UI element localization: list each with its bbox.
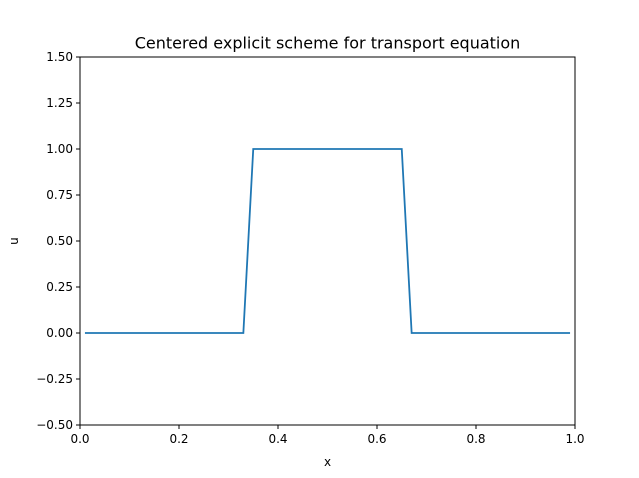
chart-title: Centered explicit scheme for transport e… bbox=[135, 34, 521, 53]
y-tick-label: 1.25 bbox=[46, 96, 73, 110]
y-tick-label: 0.50 bbox=[46, 234, 73, 248]
x-tick-label: 1.0 bbox=[565, 432, 584, 446]
y-tick-label: 1.50 bbox=[46, 50, 73, 64]
x-axis: 0.0 0.2 0.4 0.6 0.8 1.0 bbox=[70, 425, 585, 446]
x-axis-label: x bbox=[324, 455, 331, 469]
series-line-0 bbox=[84, 148, 571, 334]
x-tick-label: 0.2 bbox=[169, 432, 188, 446]
x-tick-label: 0.4 bbox=[268, 432, 287, 446]
x-tick-label: 0.0 bbox=[70, 432, 89, 446]
x-tick-label: 0.6 bbox=[367, 432, 386, 446]
plot-area bbox=[79, 56, 576, 426]
y-tick-label: 0.25 bbox=[46, 280, 73, 294]
y-tick-label: 0.75 bbox=[46, 188, 73, 202]
series-layer bbox=[84, 148, 571, 334]
y-tick-label: 0.00 bbox=[46, 326, 73, 340]
y-axis-label: u bbox=[7, 237, 21, 245]
y-tick-label: −0.50 bbox=[36, 418, 73, 432]
x-tick-label: 0.8 bbox=[466, 432, 485, 446]
y-tick-label: 1.00 bbox=[46, 142, 73, 156]
y-axis: −0.50 −0.25 0.00 0.25 0.50 0.75 1.00 1.25 1.50 bbox=[36, 50, 80, 432]
plot-background bbox=[80, 57, 575, 425]
y-tick-label: −0.25 bbox=[36, 372, 73, 386]
